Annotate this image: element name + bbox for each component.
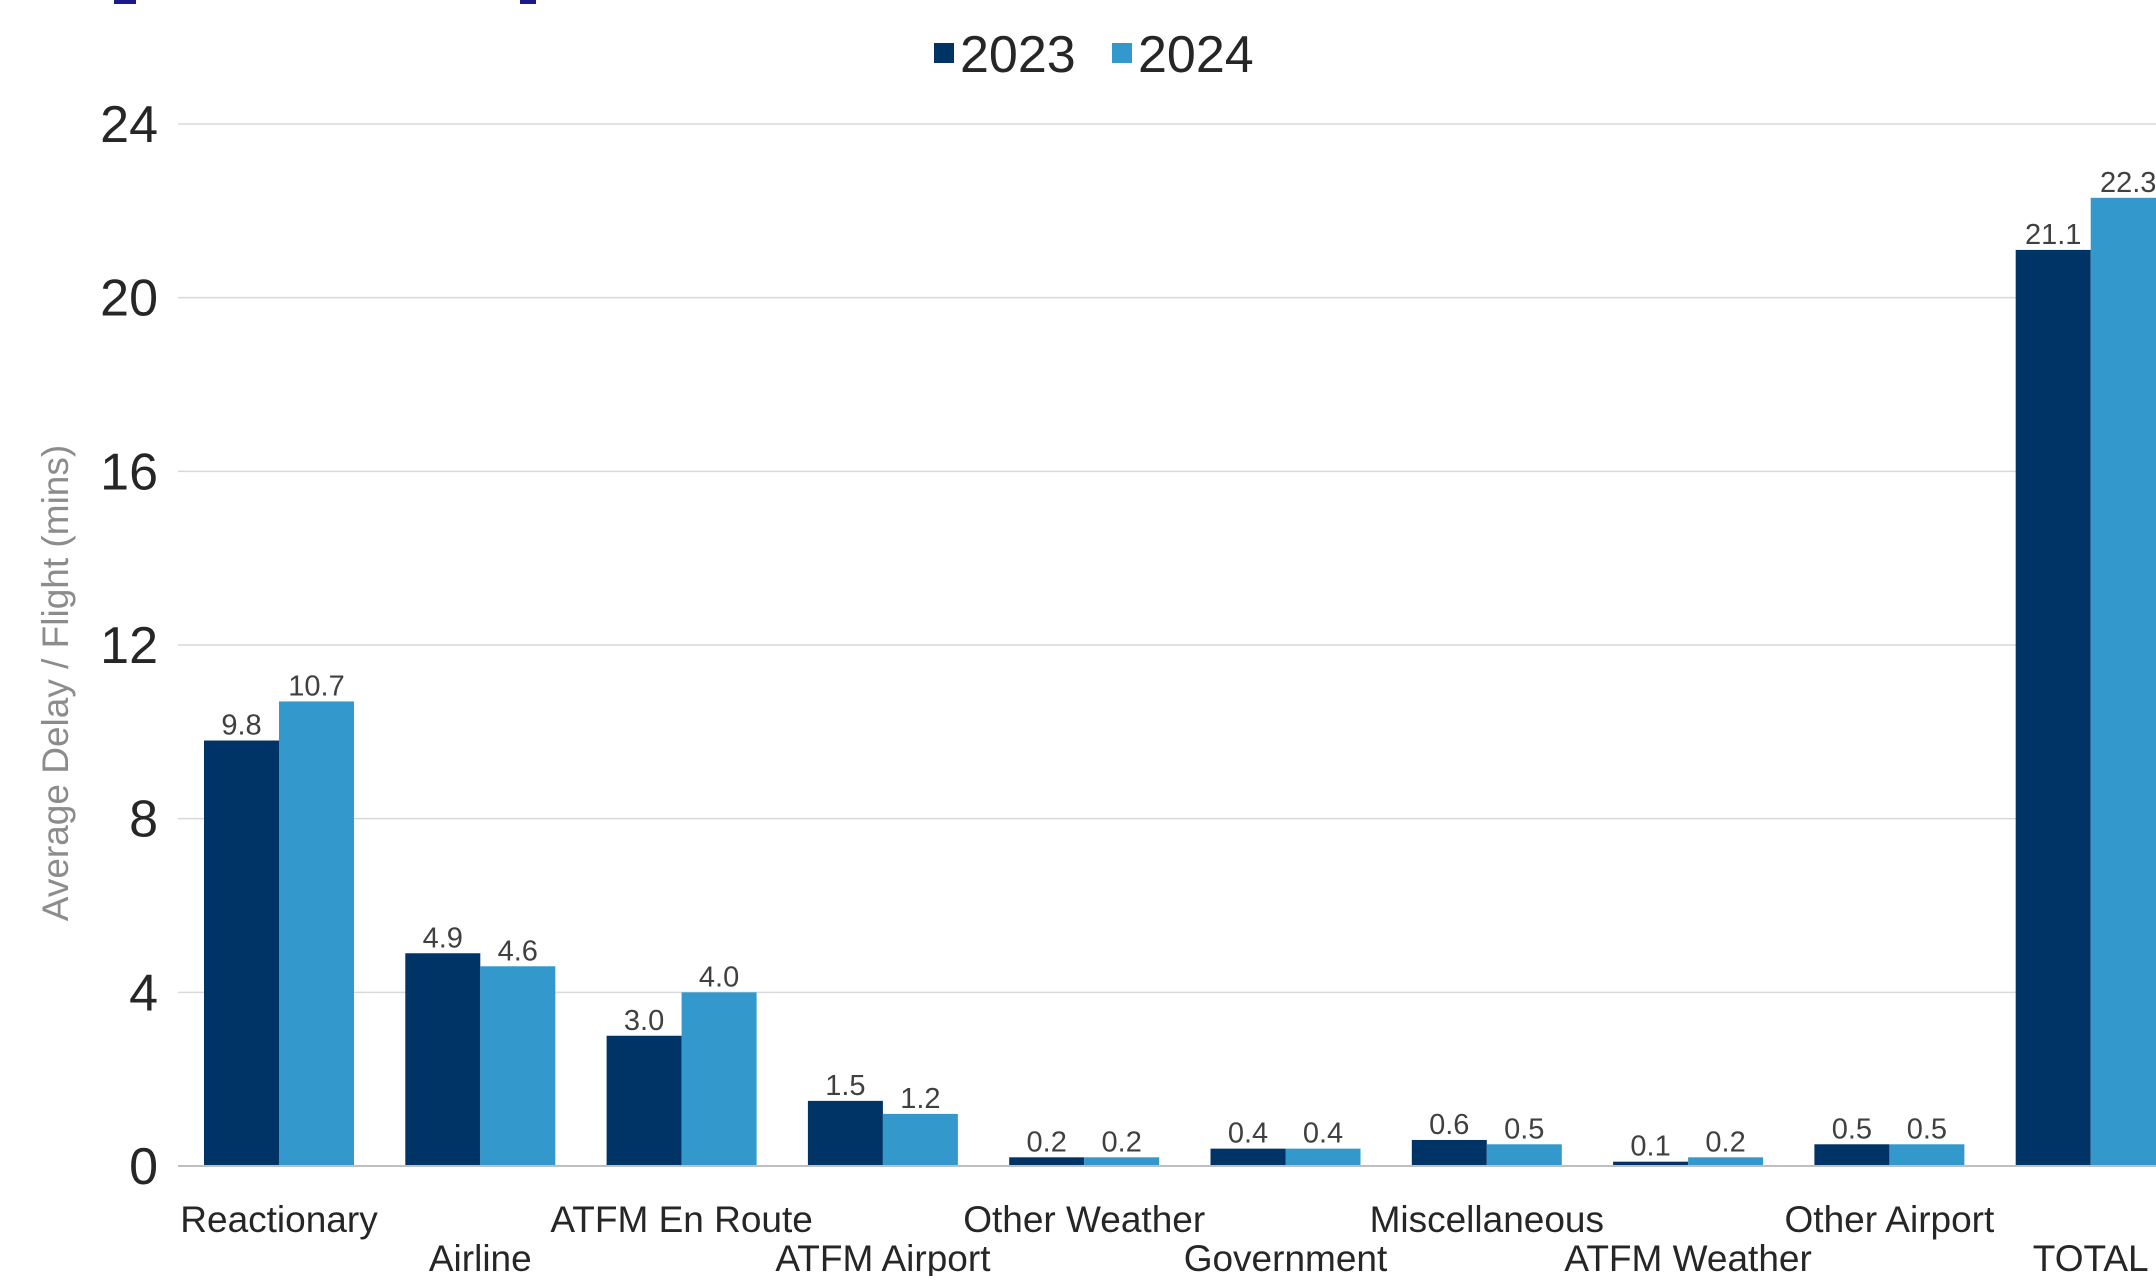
- y-axis-ticks: 0 4 8 12 16 20 24: [100, 96, 158, 1196]
- bar-2023-5: [1210, 1148, 1286, 1166]
- bar-2024-2: [681, 992, 757, 1166]
- data-label: 0.4: [1228, 1118, 1268, 1150]
- bar-2023-1: [405, 953, 481, 1166]
- legend-swatch-2023: [934, 43, 954, 63]
- bar-2023-2: [606, 1035, 682, 1166]
- data-label: 10.7: [288, 670, 344, 702]
- gridlines: [178, 123, 2156, 994]
- y-tick-label: 12: [100, 617, 158, 675]
- y-tick-label: 20: [100, 270, 158, 328]
- data-label: 0.5: [1907, 1113, 1947, 1145]
- y-tick-label: 16: [100, 443, 158, 501]
- bar-2024-4: [1084, 1157, 1160, 1166]
- data-label: 22.3: [2100, 167, 2156, 199]
- title-fragment-cropped: [100, 0, 550, 4]
- x-category-label: Government: [1184, 1238, 1388, 1276]
- bar-2023-4: [1009, 1157, 1085, 1166]
- x-category-label: Miscellaneous: [1370, 1199, 1604, 1240]
- data-label: 0.4: [1303, 1118, 1343, 1150]
- bar-2024-8: [1889, 1144, 1965, 1166]
- y-tick-label: 4: [129, 964, 158, 1022]
- legend-label: 2023: [960, 26, 1076, 84]
- bar-2024-3: [882, 1113, 958, 1166]
- legend-label: 2024: [1138, 26, 1254, 84]
- y-tick-label: 24: [100, 96, 158, 154]
- data-label: 0.1: [1630, 1131, 1670, 1163]
- data-labels: 9.8 4.9 3.0 1.5 0.2 0.4 0.6 0.1 0.5 21.1 10.7 4.6 4.…: [221, 167, 2156, 1163]
- x-category-label: Other Weather: [963, 1199, 1205, 1240]
- bars: [204, 197, 2156, 1167]
- data-label: 4.9: [423, 922, 463, 954]
- bar-2024-0: [279, 701, 354, 1166]
- data-label: 9.8: [221, 710, 261, 742]
- bar-2024-9: [2090, 197, 2156, 1166]
- data-label: 0.6: [1429, 1109, 1469, 1141]
- x-category-label: Reactionary: [180, 1199, 378, 1240]
- y-tick-label: 0: [129, 1138, 158, 1196]
- y-axis-label: Average Delay / Flight (mins): [35, 445, 76, 921]
- data-label: 4.0: [699, 961, 739, 993]
- y-tick-label: 8: [129, 791, 158, 849]
- title-fragment-glyphs: [114, 0, 536, 4]
- title-glyph-stub: [520, 0, 536, 4]
- bar-2024-7: [1688, 1157, 1764, 1166]
- legend: 2023 2024: [934, 26, 1254, 84]
- data-label: 1.2: [900, 1083, 940, 1115]
- x-category-label: ATFM Airport: [775, 1238, 991, 1276]
- data-label: 0.2: [1102, 1126, 1142, 1158]
- data-label: 3.0: [624, 1005, 664, 1037]
- bar-2023-6: [1411, 1139, 1487, 1166]
- bar-2023-7: [1613, 1161, 1689, 1166]
- data-label: 0.2: [1705, 1126, 1745, 1158]
- bar-2024-5: [1285, 1148, 1361, 1166]
- bar-2024-1: [480, 966, 556, 1166]
- bar-2023-0: [204, 740, 279, 1166]
- data-label: 21.1: [2025, 219, 2081, 251]
- bar-2023-3: [807, 1100, 883, 1166]
- x-category-label: Airline: [429, 1238, 532, 1276]
- data-label: 1.5: [825, 1070, 865, 1102]
- data-label: 0.5: [1504, 1113, 1544, 1145]
- x-category-label: TOTAL: [2033, 1238, 2149, 1276]
- x-category-label: Other Airport: [1785, 1199, 1995, 1240]
- title-glyph-stub: [114, 0, 136, 4]
- bar-2023-8: [1814, 1144, 1890, 1166]
- data-label: 0.2: [1027, 1126, 1067, 1158]
- x-category-label: ATFM Weather: [1564, 1238, 1811, 1276]
- bar-2024-6: [1486, 1144, 1562, 1166]
- bar-2023-9: [2015, 249, 2091, 1167]
- legend-swatch-2024: [1112, 43, 1132, 63]
- data-label: 4.6: [498, 935, 538, 967]
- x-category-label: ATFM En Route: [550, 1199, 813, 1240]
- data-label: 0.5: [1832, 1113, 1872, 1145]
